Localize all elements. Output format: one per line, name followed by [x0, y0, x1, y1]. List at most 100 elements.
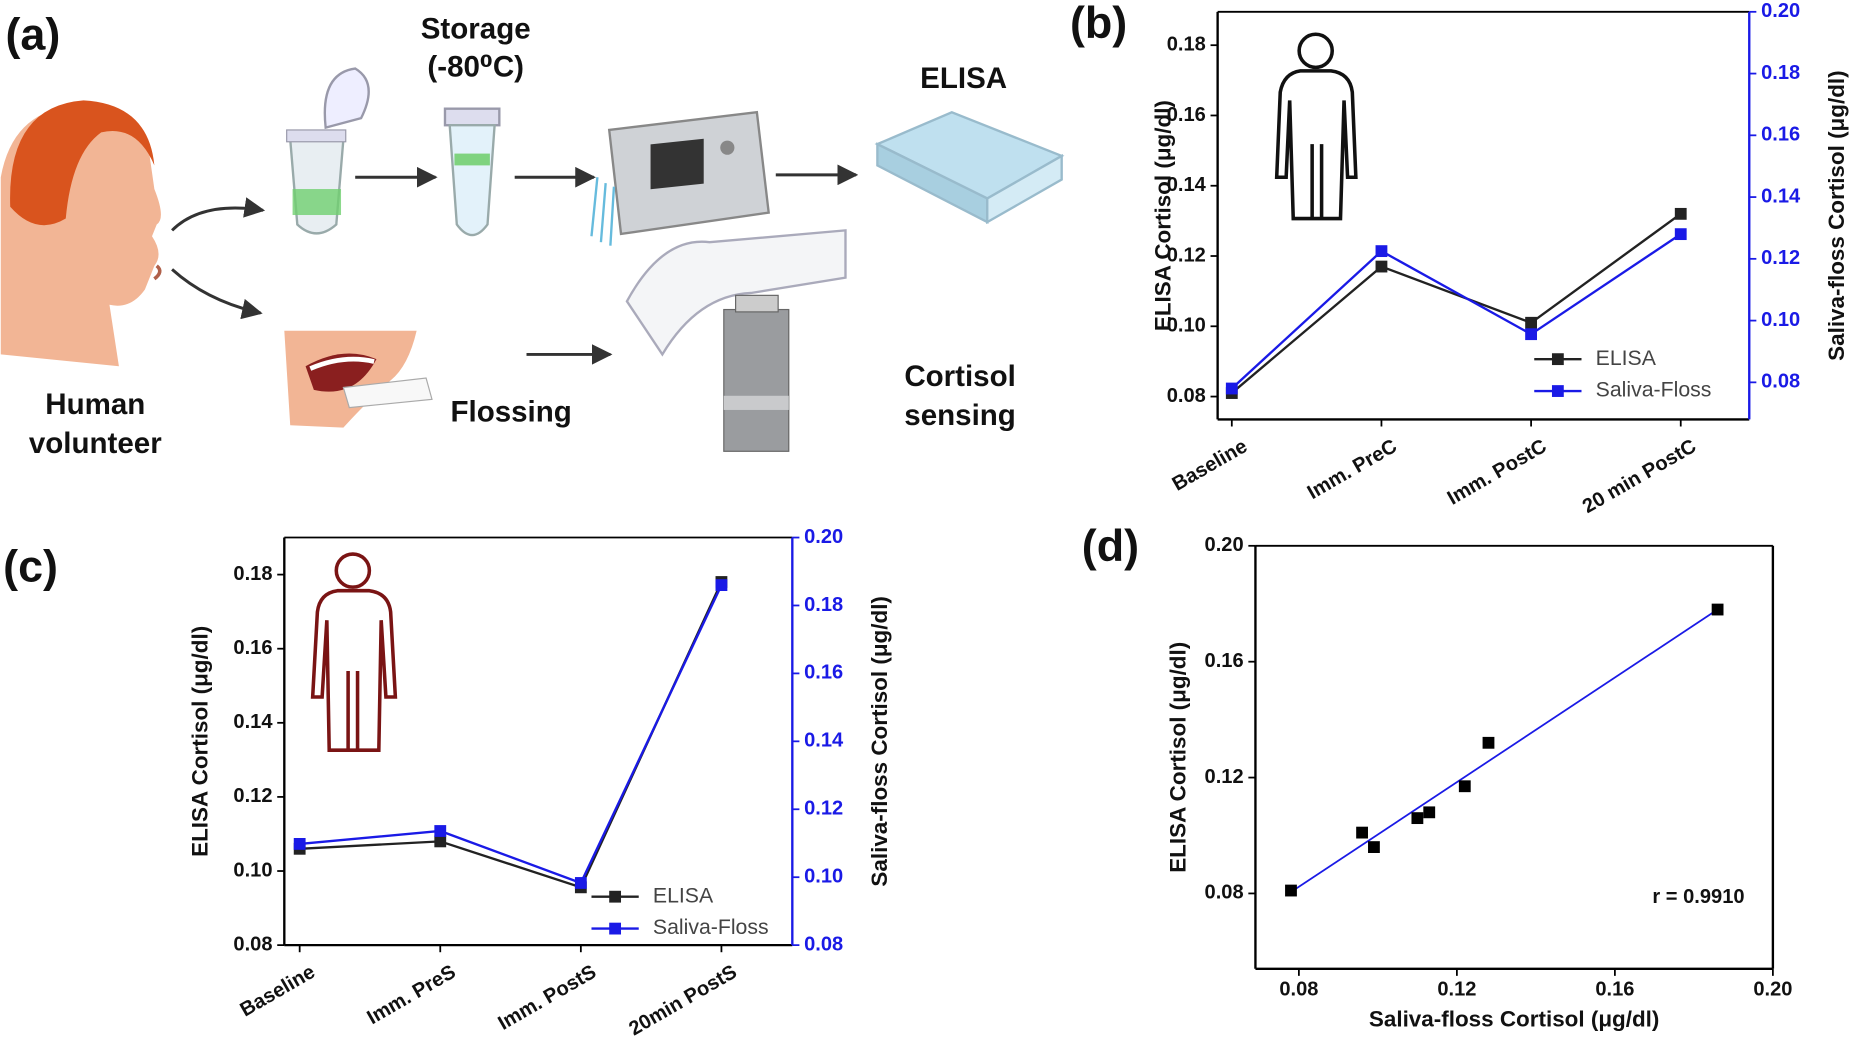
point [1482, 736, 1495, 749]
y-tick-label: 0.12 [1205, 766, 1244, 788]
sensing-label: sensing [904, 399, 1016, 432]
y-tick-label: 0.10 [1167, 315, 1206, 337]
panel-a: (a) Storage (-80⁰C) [0, 9, 1065, 460]
y-tick-label: 0.18 [233, 563, 272, 585]
x-tick-label: Baseline [236, 961, 319, 1021]
series-line [1231, 233, 1682, 390]
point [293, 838, 306, 850]
x-axis-title: Saliva-floss Cortisol (μg/dl) [1369, 1007, 1660, 1032]
y-tick-label: 0.08 [233, 933, 272, 955]
x-tick-label: Imm. PreS [364, 961, 460, 1029]
elisa-plate [874, 110, 1065, 225]
x-tick-label: Imm. PostS [494, 961, 600, 1035]
legend-label: Saliva-Floss [653, 915, 769, 939]
y2-tick-label: 0.20 [804, 526, 843, 548]
point [715, 579, 728, 592]
y2-tick-label: 0.16 [1761, 124, 1800, 146]
point [1711, 603, 1724, 616]
arrow [171, 197, 266, 232]
y-tick-label: 0.14 [1167, 174, 1207, 196]
x-tick-label: 20min PostS [625, 961, 740, 1040]
x-tick-label: 0.20 [1753, 978, 1792, 1000]
y-tick-label: 0.16 [1205, 650, 1244, 672]
x-tick-label: Imm. PreC [1304, 435, 1401, 504]
legend-marker [609, 922, 622, 935]
point [1458, 780, 1471, 793]
sensing-label: Cortisol [904, 360, 1016, 393]
legend-label: Saliva-Floss [1596, 378, 1712, 402]
y2-tick-label: 0.10 [1761, 309, 1800, 331]
point [434, 835, 447, 848]
y2-tick-label: 0.18 [1761, 62, 1800, 84]
point [1285, 884, 1297, 897]
elisa-label: ELISA [920, 62, 1007, 95]
point [1375, 245, 1388, 258]
point [574, 877, 587, 889]
y-tick-label: 0.12 [233, 785, 272, 807]
y-tick-label: 0.20 [1205, 534, 1244, 556]
point [1368, 841, 1380, 853]
y-axis-title: ELISA Cortisol (μg/dl) [1166, 642, 1191, 873]
panel-label: (a) [5, 9, 60, 60]
x-tick-label: 20 min PostC [1579, 435, 1700, 518]
y-axis-title: ELISA Cortisol (μg/dl) [1150, 100, 1175, 331]
legend-marker [1551, 385, 1564, 397]
point [1525, 328, 1538, 341]
y2-tick-label: 0.08 [1761, 371, 1800, 393]
annotation: r = 0.9910 [1652, 886, 1744, 908]
tube-storage [443, 107, 501, 237]
point [1411, 812, 1424, 825]
legend-marker [609, 890, 622, 903]
x-tick-label: 0.12 [1437, 978, 1476, 1000]
y2-tick-label: 0.18 [804, 594, 843, 616]
x-tick-label: 0.08 [1279, 978, 1318, 1000]
person-icon [310, 552, 398, 752]
y2-tick-label: 0.14 [804, 730, 844, 752]
y2-tick-label: 0.12 [804, 798, 843, 820]
y2-tick-label: 0.10 [804, 865, 843, 887]
y2-tick-label: 0.12 [1761, 247, 1800, 269]
legend-label: ELISA [1596, 346, 1657, 370]
y-tick-label: 0.16 [233, 637, 272, 659]
y2-tick-label: 0.20 [1761, 0, 1800, 22]
storage-label: Storage [421, 13, 531, 46]
fit-line [1290, 608, 1719, 893]
y-tick-label: 0.08 [1167, 385, 1206, 407]
floss-sensor [625, 229, 847, 452]
series-line [1231, 212, 1682, 394]
y-tick-label: 0.14 [233, 711, 273, 733]
person-icon [1274, 32, 1358, 221]
instrument [590, 110, 770, 246]
x-tick-label: Imm. PostC [1444, 435, 1551, 509]
arrow [171, 268, 263, 320]
series-line [299, 584, 723, 885]
point [1356, 826, 1368, 839]
y-tick-label: 0.12 [1167, 244, 1206, 266]
volunteer-illustration [0, 100, 162, 367]
point [1674, 207, 1687, 220]
x-tick-label: Baseline [1169, 435, 1252, 495]
tube-open [286, 67, 370, 235]
point [1423, 806, 1436, 819]
x-tick-label: 0.16 [1595, 978, 1634, 1000]
volunteer-label: volunteer [29, 427, 162, 460]
point [1525, 316, 1538, 329]
y2-axis-title: Saliva-floss Cortisol (μg/dl) [867, 596, 892, 886]
y2-tick-label: 0.16 [804, 662, 843, 684]
y-tick-label: 0.18 [1167, 33, 1206, 55]
mouth-illustration [284, 330, 433, 428]
legend-marker [1551, 353, 1564, 366]
y-tick-label: 0.10 [233, 859, 272, 881]
series-line [299, 581, 723, 889]
point [1375, 260, 1388, 273]
legend-label: ELISA [653, 883, 714, 907]
flossing-label: Flossing [450, 395, 571, 428]
y2-axis-title: Saliva-floss Cortisol (μg/dl) [1824, 70, 1849, 361]
point [1674, 228, 1687, 241]
storage-temp: (-80⁰C) [427, 50, 524, 83]
y2-tick-label: 0.08 [804, 933, 843, 955]
y2-tick-label: 0.14 [1761, 185, 1801, 207]
y-tick-label: 0.16 [1167, 104, 1206, 126]
